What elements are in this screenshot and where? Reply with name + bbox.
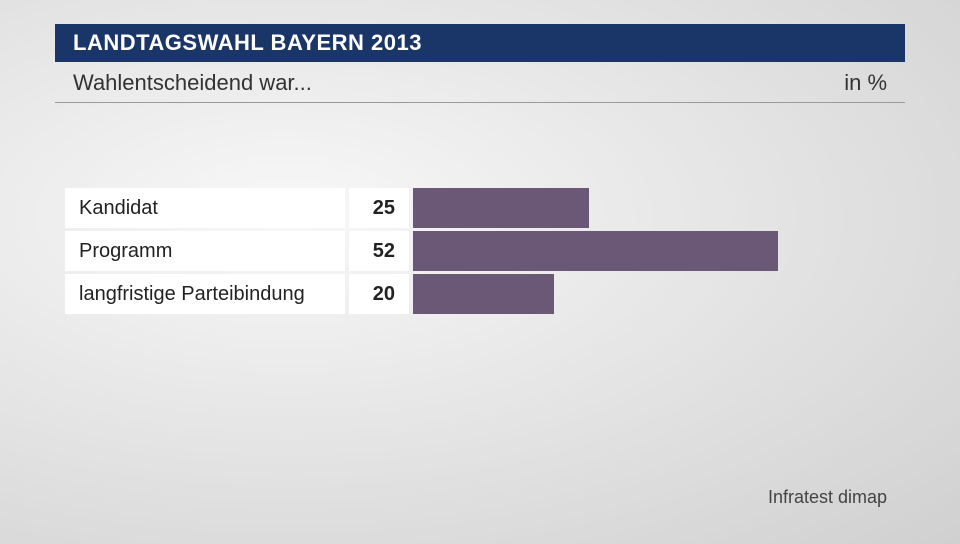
- bar-fill: [413, 188, 589, 228]
- bar-value: 25: [349, 188, 409, 228]
- bar-fill: [413, 274, 554, 314]
- bar-track: [413, 231, 905, 271]
- subtitle-row: Wahlentscheidend war... in %: [55, 62, 905, 103]
- bar-track: [413, 274, 905, 314]
- bar-track: [413, 188, 905, 228]
- chart-container: LANDTAGSWAHL BAYERN 2013 Wahlentscheiden…: [55, 24, 905, 520]
- bar-fill: [413, 231, 778, 271]
- source-text: Infratest dimap: [768, 487, 887, 508]
- bar-row: langfristige Parteibindung 20: [65, 274, 905, 314]
- bar-label: langfristige Parteibindung: [65, 274, 345, 314]
- bar-label: Kandidat: [65, 188, 345, 228]
- bar-row: Kandidat 25: [65, 188, 905, 228]
- bar-label: Programm: [65, 231, 345, 271]
- header-title: LANDTAGSWAHL BAYERN 2013: [73, 30, 422, 55]
- bar-value: 52: [349, 231, 409, 271]
- bar-value: 20: [349, 274, 409, 314]
- chart-area: Kandidat 25 Programm 52 langfristige Par…: [55, 188, 905, 314]
- unit-text: in %: [844, 70, 887, 96]
- subtitle-text: Wahlentscheidend war...: [73, 70, 312, 96]
- header-banner: LANDTAGSWAHL BAYERN 2013: [55, 24, 905, 62]
- bar-row: Programm 52: [65, 231, 905, 271]
